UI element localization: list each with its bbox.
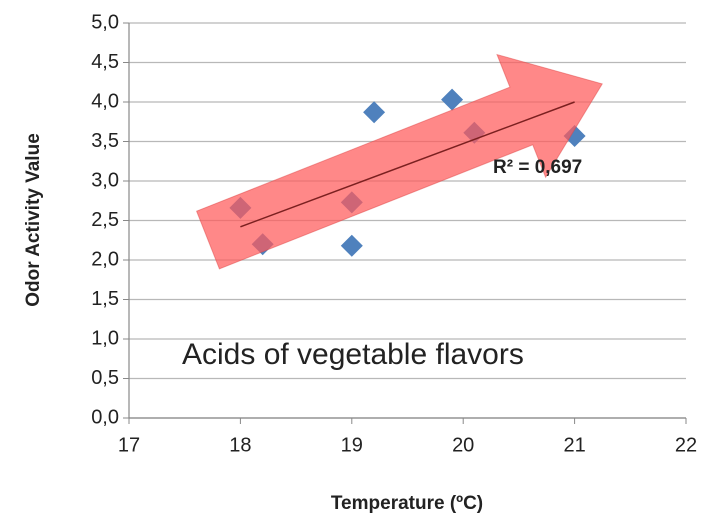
point (441, 88, 464, 111)
y-tick-label: 5,0 (91, 11, 119, 33)
x-tick-label: 19 (341, 434, 363, 456)
chart-title: Acids of vegetable flavors (182, 338, 524, 371)
point (340, 234, 363, 257)
x-tick-label: 17 (118, 434, 140, 456)
y-tick-label: 2,5 (91, 209, 119, 231)
y-tick-label: 1,0 (91, 327, 119, 349)
arrow-shape (195, 53, 603, 270)
y-tick-label: 3,0 (91, 169, 119, 191)
x-tick-label: 22 (675, 434, 697, 456)
x-tick-label: 20 (452, 434, 474, 456)
y-tick-label: 4,0 (91, 90, 119, 112)
trendline (240, 101, 575, 228)
y-tick-label: 0,5 (91, 367, 119, 389)
x-tick-label: 21 (563, 434, 585, 456)
y-tick-label: 0,0 (91, 406, 119, 428)
annotation: R² = 0,697 (493, 157, 582, 178)
x-axis-label: Temperature (ºC) (331, 493, 483, 514)
y-tick-label: 2,0 (91, 248, 119, 270)
y-tick-label: 1,5 (91, 288, 119, 310)
arrow (195, 53, 603, 270)
y-tick-label: 4,5 (91, 51, 119, 73)
overlay (240, 101, 575, 228)
y-tick-label: 3,5 (91, 130, 119, 152)
x-tick-label: 18 (229, 434, 251, 456)
grid: 0,0 0,5 1,0 1,5 2,0 2,5 3,0 3,5 4,0 4,5 5,0 17 18 19 2… (91, 11, 697, 456)
y-axis-label: Odor Activity Value (23, 133, 44, 307)
point (363, 101, 386, 124)
